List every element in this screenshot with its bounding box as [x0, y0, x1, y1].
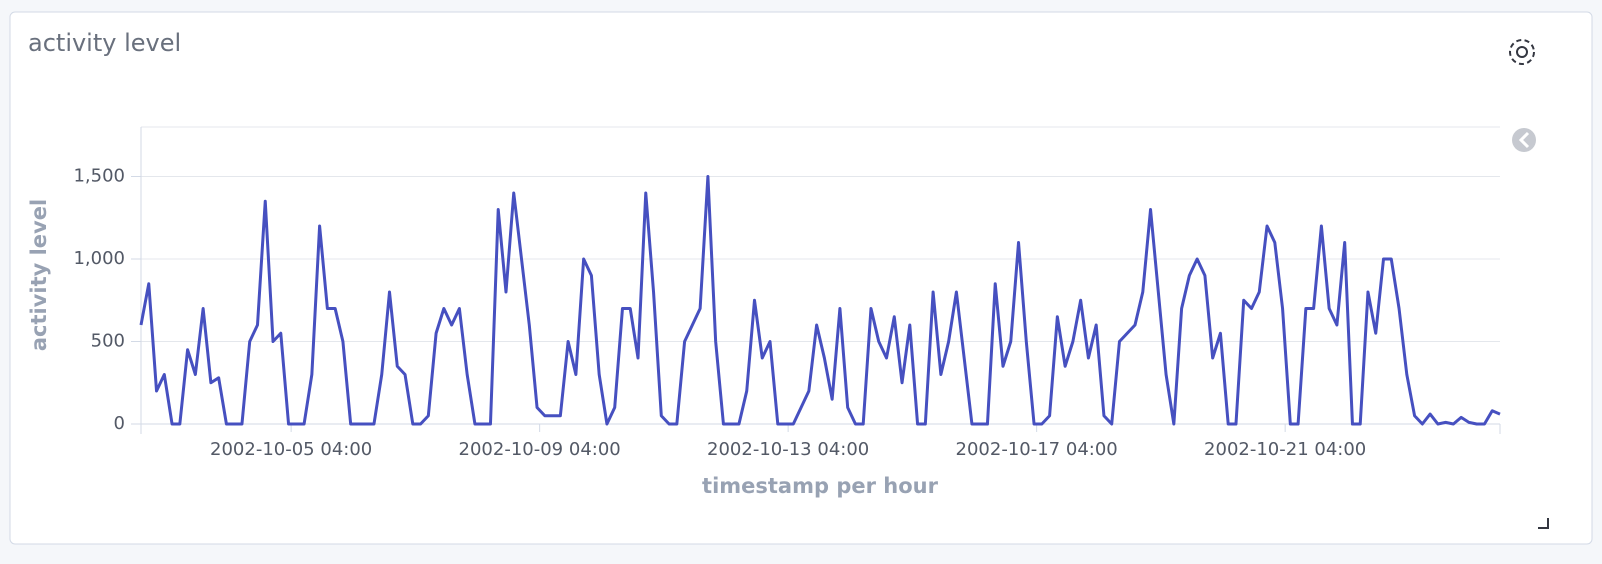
y-axis-label: activity level	[27, 199, 51, 351]
panel-frame	[9, 11, 1593, 545]
y-tick-label: 1,000	[73, 248, 125, 269]
x-tick-label: 2002-10-17 04:00	[956, 439, 1118, 460]
x-tick-label: 2002-10-13 04:00	[707, 439, 869, 460]
y-tick-label: 1,500	[73, 166, 125, 187]
settings-icon[interactable]	[1509, 39, 1535, 65]
line-series	[139, 175, 1501, 426]
x-tick-label: 2002-10-05 04:00	[210, 439, 372, 460]
resize-handle[interactable]	[1538, 518, 1549, 529]
x-tick-label: 2002-10-09 04:00	[459, 439, 621, 460]
chart-title: activity level	[28, 29, 181, 57]
y-tick-label: 500	[91, 331, 125, 352]
collapse-icon[interactable]	[1512, 128, 1536, 152]
x-tick-label: 2002-10-21 04:00	[1204, 439, 1366, 460]
x-axis-label: timestamp per hour	[702, 474, 939, 498]
y-tick-label: 0	[114, 413, 125, 434]
